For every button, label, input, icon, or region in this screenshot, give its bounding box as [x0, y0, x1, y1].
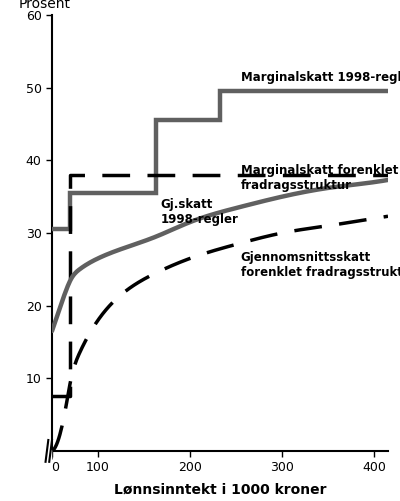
Text: Gj.skatt
1998-regler: Gj.skatt 1998-regler: [161, 198, 238, 226]
Text: Gjennomsnittsskatt
forenklet fradragsstruktur: Gjennomsnittsskatt forenklet fradragsstr…: [241, 251, 400, 279]
Bar: [6, 450, 51, 473]
X-axis label: Lønnsinntekt i 1000 kroner: Lønnsinntekt i 1000 kroner: [114, 482, 326, 496]
Text: 0: 0: [30, 459, 38, 472]
Text: Marginalskatt 1998-regler: Marginalskatt 1998-regler: [241, 71, 400, 84]
Text: Marginalskatt forenklet
fradragsstruktur: Marginalskatt forenklet fradragsstruktur: [241, 164, 398, 192]
Text: Prosent: Prosent: [18, 0, 70, 11]
